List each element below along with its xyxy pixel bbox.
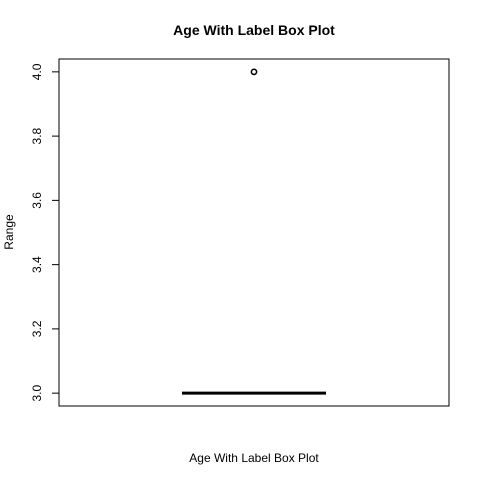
y-tick-label: 3.8 xyxy=(30,127,44,144)
box-plot-marks xyxy=(182,68,326,395)
y-tick-label: 3.4 xyxy=(30,256,44,273)
x-axis-label: Age With Label Box Plot xyxy=(189,451,319,465)
y-axis: 3.0 3.2 3.4 3.6 3.8 4.0 xyxy=(30,63,60,401)
plot-frame xyxy=(58,58,450,407)
y-tick-label: 3.0 xyxy=(30,384,44,401)
y-tick-label: 3.2 xyxy=(30,320,44,337)
y-tick-label: 3.6 xyxy=(30,192,44,209)
chart-title: Age With Label Box Plot xyxy=(173,22,335,38)
y-axis-label: Range xyxy=(2,214,16,250)
y-tick-label: 4.0 xyxy=(30,63,44,80)
outlier-point xyxy=(250,68,258,76)
